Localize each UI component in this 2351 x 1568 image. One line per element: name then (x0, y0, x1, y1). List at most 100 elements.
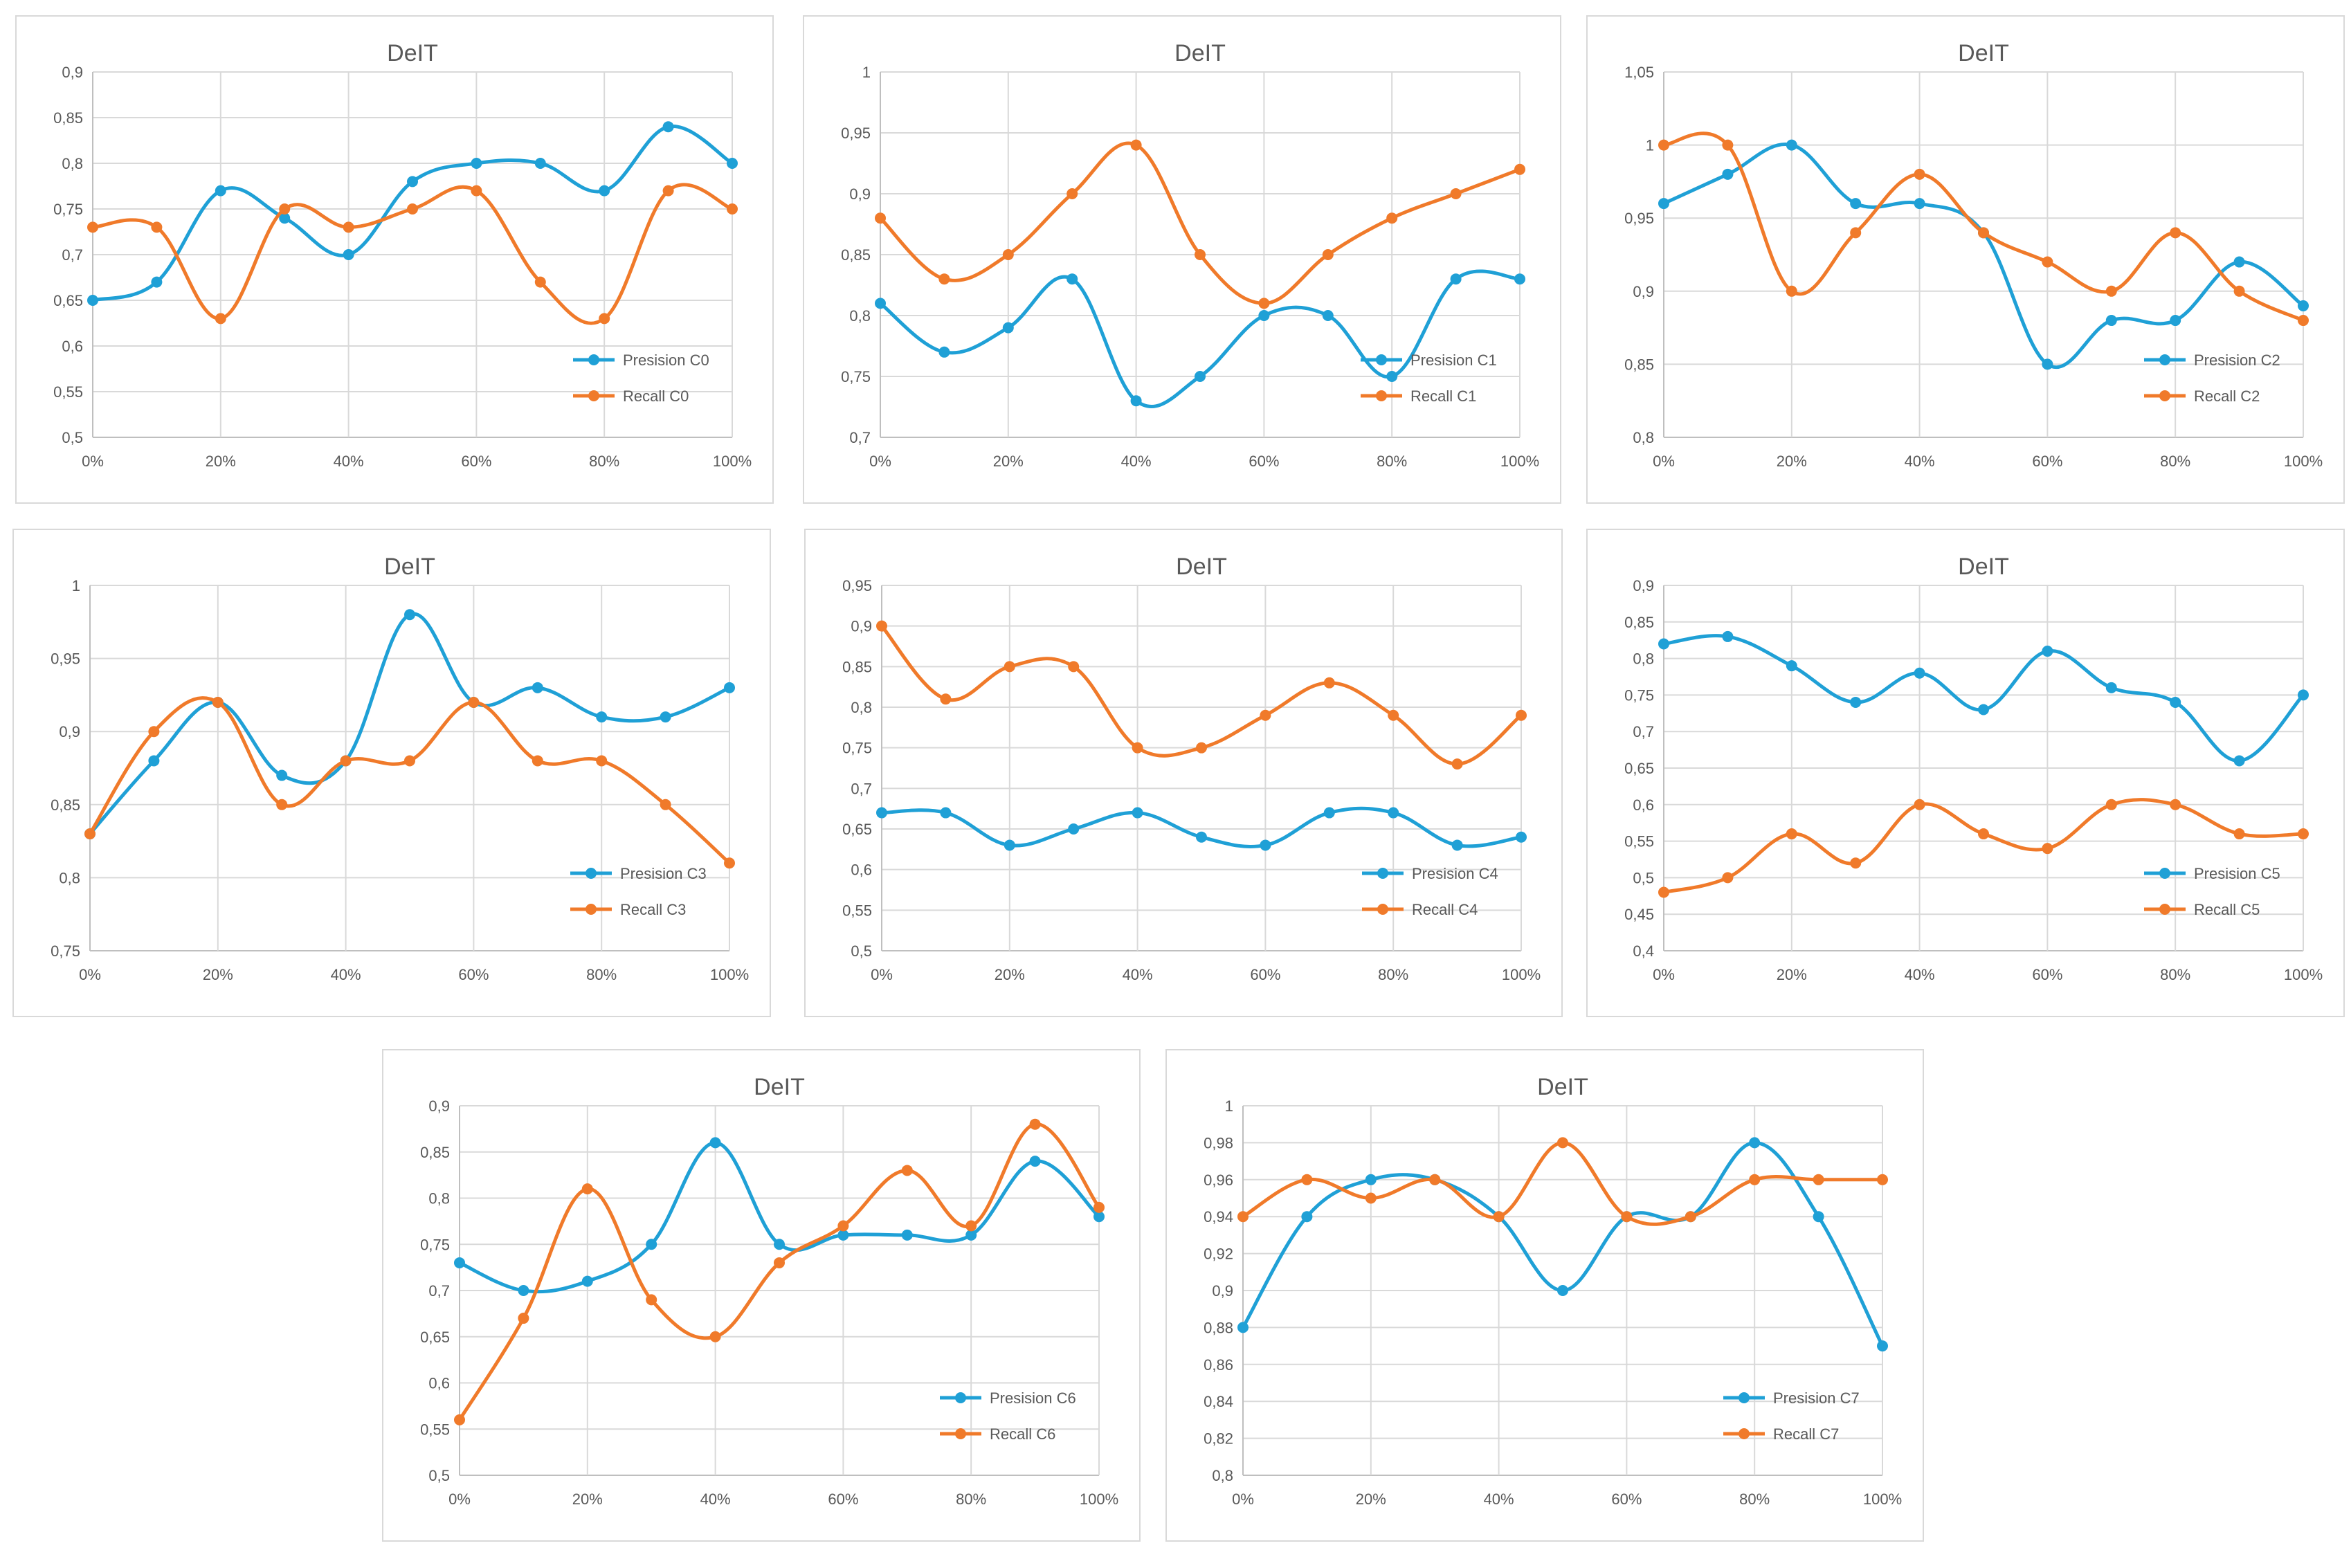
y-tick-label: 1 (1646, 137, 1654, 154)
recall-point (2042, 843, 2053, 855)
legend-label: Presision C7 (1773, 1389, 1860, 1407)
precision-series-line (1663, 634, 2305, 763)
y-tick-label: 0,86 (1204, 1356, 1233, 1374)
chart-title: DeIT (387, 40, 438, 66)
chart-panel-c6: DeIT 0,5 0,55 0,6 0,65 0,7 0,75 0,8 0,85 0,9 0% 20%… (382, 1049, 1141, 1542)
x-tick-label: 100% (1863, 1490, 1902, 1508)
legend-marker (1376, 354, 1387, 365)
chart-panel-c1: DeIT 0,7 0,75 0,8 0,85 0,9 0,95 1 0% 20% 40% 60% 80%… (803, 15, 1561, 504)
legend-label: Recall C1 (1410, 388, 1476, 405)
recall-point (2298, 828, 2309, 840)
chart-svg: DeIT 0,7 0,75 0,8 0,85 0,9 0,95 1 0% 20% 40% 60% 80%… (841, 40, 1539, 470)
precision-point (2042, 646, 2053, 657)
y-tick-label: 0,75 (420, 1236, 450, 1253)
precision-point (1786, 139, 1797, 151)
recall-point (151, 221, 163, 233)
legend-label: Recall C4 (1412, 901, 1478, 918)
y-tick-label: 0,4 (1633, 942, 1654, 960)
precision-point (1722, 168, 1734, 180)
chart-title: DeIT (384, 554, 435, 580)
recall-point (1365, 1192, 1377, 1204)
recall-point (1196, 742, 1207, 754)
recall-point (1914, 168, 1925, 180)
precision-point (1386, 371, 1398, 382)
precision-point (1722, 630, 1734, 642)
recall-point (1493, 1211, 1505, 1223)
recall-point (532, 755, 543, 767)
legend-label: Recall C7 (1773, 1425, 1839, 1443)
recall-point (1722, 872, 1734, 884)
x-tick-label: 100% (710, 966, 749, 983)
x-tick-label: 20% (1777, 453, 1807, 470)
x-tick-label: 20% (203, 966, 233, 983)
x-tick-label: 20% (993, 453, 1024, 470)
recall-point (2105, 285, 2117, 297)
legend-label: Presision C6 (990, 1389, 1076, 1407)
recall-point (662, 185, 674, 197)
recall-point (279, 203, 291, 215)
recall-series-line (457, 1122, 1101, 1421)
y-tick-label: 0,8 (849, 307, 871, 325)
y-tick-label: 0,85 (1624, 614, 1654, 631)
legend-label: Presision C1 (1410, 352, 1497, 369)
y-tick-label: 0,65 (420, 1329, 450, 1346)
legend-marker (588, 390, 599, 401)
chart-title: DeIT (1958, 40, 2009, 66)
x-tick-label: 0% (871, 966, 893, 983)
recall-point (518, 1313, 529, 1324)
y-tick-label: 0,65 (1624, 760, 1654, 777)
y-tick-label: 0,9 (1633, 283, 1654, 300)
recall-point (2298, 315, 2309, 327)
precision-point (1258, 310, 1270, 321)
recall-point (1004, 661, 1015, 673)
recall-point (938, 273, 950, 285)
recall-point (837, 1220, 849, 1232)
recall-point (1557, 1137, 1568, 1149)
y-tick-label: 0,9 (851, 618, 872, 635)
chart-panel-c5: DeIT 0,4 0,45 0,5 0,55 0,6 0,65 0,7 0,75 0,8 0,85 0… (1586, 529, 2345, 1017)
x-tick-label: 60% (2032, 453, 2062, 470)
recall-point (901, 1165, 913, 1176)
y-tick-label: 0,5 (1633, 869, 1654, 886)
x-tick-label: 60% (1611, 1490, 1642, 1508)
precision-point (727, 158, 738, 169)
x-tick-label: 40% (1121, 453, 1152, 470)
precision-point (215, 185, 226, 197)
y-tick-label: 0,84 (1204, 1393, 1233, 1410)
legend-label: Recall C0 (623, 388, 689, 405)
recall-point (1978, 828, 1989, 840)
chart-title: DeIT (1958, 554, 2009, 580)
precision-point (2233, 256, 2245, 268)
recall-point (1301, 1174, 1313, 1185)
chart-svg: DeIT 0,75 0,8 0,85 0,9 0,95 1 0% 20% 40% 60% 80% 100… (51, 554, 749, 983)
recall-point (1132, 742, 1143, 754)
recall-point (1978, 227, 1989, 239)
x-tick-label: 0% (869, 453, 891, 470)
y-tick-label: 1 (72, 577, 80, 594)
precision-point (276, 769, 288, 781)
recall-point (581, 1183, 593, 1195)
precision-point (2298, 300, 2309, 311)
legend-marker (955, 1392, 966, 1403)
x-tick-label: 20% (206, 453, 236, 470)
y-tick-label: 0,7 (849, 429, 871, 446)
recall-point (1029, 1118, 1041, 1130)
x-tick-label: 40% (1905, 453, 1935, 470)
recall-point (1658, 886, 1669, 898)
chart-svg: DeIT 0,5 0,55 0,6 0,65 0,7 0,75 0,8 0,85 0,9 0% 20%… (53, 40, 752, 470)
recall-point (1002, 249, 1014, 260)
y-tick-label: 0,7 (1633, 723, 1654, 740)
x-tick-label: 40% (700, 1490, 731, 1508)
x-tick-label: 0% (1653, 966, 1675, 983)
recall-point (709, 1331, 721, 1342)
y-tick-label: 0,5 (851, 942, 872, 960)
legend-marker (2159, 354, 2170, 365)
legend-marker (1739, 1428, 1750, 1439)
precision-point (724, 682, 735, 693)
precision-point (1914, 667, 1925, 679)
precision-point (1978, 704, 1989, 715)
y-tick-label: 0,65 (842, 821, 872, 838)
x-tick-label: 100% (713, 453, 752, 470)
precision-point (1813, 1211, 1824, 1223)
chart-panel-c4: DeIT 0,5 0,55 0,6 0,65 0,7 0,75 0,8 0,85 0,9 0,95 0… (804, 529, 1563, 1017)
